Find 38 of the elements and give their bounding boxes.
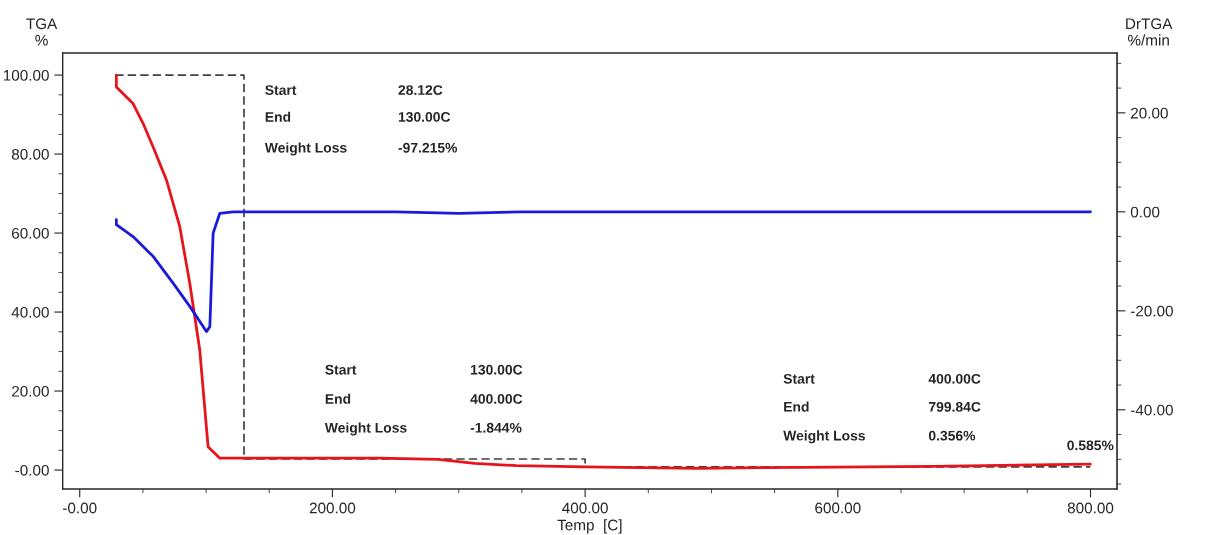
annotation: -1.844% — [470, 422, 522, 433]
annotation: End — [784, 401, 809, 412]
y-tick-label: 80.00 — [11, 148, 49, 160]
y-tick-label: 20.00 — [12, 385, 49, 397]
x-tick-label: -0.00 — [62, 502, 97, 514]
annotation: End — [325, 393, 351, 404]
y-tick-label: 40.00 — [11, 306, 49, 318]
annotation: Weight Loss — [324, 422, 407, 436]
y-axis-title: TGA % — [26, 18, 58, 46]
annotation: 0.585% — [1067, 440, 1114, 451]
annotation: -97.215% — [398, 142, 458, 153]
annotation: Weight Loss — [264, 142, 347, 156]
annotation: Start — [783, 373, 815, 384]
y-tick-label: 60.00 — [12, 227, 49, 239]
y2-tick-label: 0.00 — [1130, 206, 1160, 218]
y2-tick-label: -20.00 — [1130, 305, 1173, 317]
annotation: End — [265, 111, 291, 122]
y-tick-label: -0.00 — [15, 464, 49, 476]
x-tick-label: 400.00 — [562, 502, 608, 514]
annotation: Start — [265, 85, 297, 95]
x-tick-label: 800.00 — [1067, 502, 1114, 514]
y2-tick-label: -40.00 — [1130, 404, 1173, 416]
annotation: 799.84C — [928, 401, 981, 412]
line-series — [114, 210, 1092, 333]
annotation: Start — [325, 364, 357, 375]
annotation: 400.00C — [928, 373, 981, 384]
x-axis-title: Temp [C] — [557, 519, 622, 534]
annotation: 400.00C — [470, 394, 523, 404]
annotation: 130.00C — [398, 112, 451, 122]
annotation: 130.00C — [471, 364, 523, 375]
y2-tick-label: 20.00 — [1131, 107, 1168, 119]
x-tick-label: 600.00 — [815, 502, 861, 514]
x-tick-label: 200.00 — [309, 502, 356, 514]
annotation: Weight Loss — [783, 430, 865, 444]
y-tick-label: 100.00 — [3, 69, 49, 81]
y2-axis-title: DrTGA %/min — [1126, 18, 1173, 46]
annotation: 0.356% — [928, 430, 976, 441]
annotation: 28.12C — [398, 85, 443, 95]
